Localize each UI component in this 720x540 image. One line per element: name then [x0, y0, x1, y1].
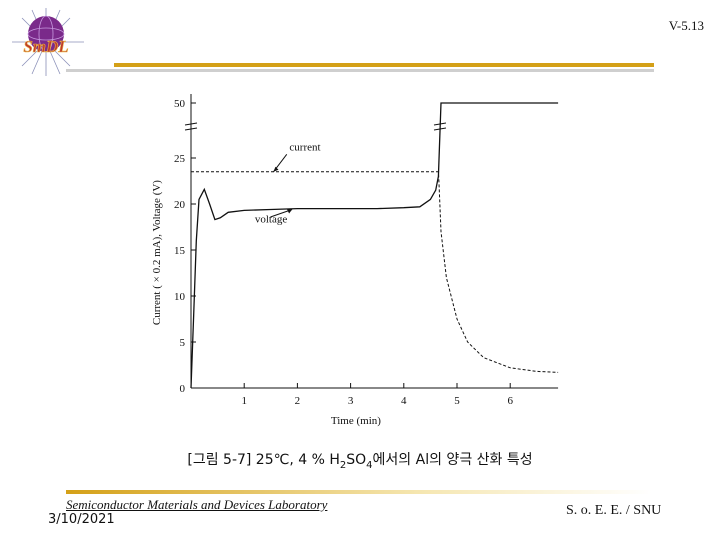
- school-name: S. o. E. E. / SNU: [566, 503, 662, 518]
- y-tick-label: 25: [174, 153, 186, 165]
- series-break-mark: [433, 122, 447, 126]
- header-rule-gold: [114, 63, 654, 67]
- x-axis-label: Time (min): [331, 415, 381, 427]
- x-tick-label: 6: [507, 395, 513, 407]
- y-tick-label: 20: [174, 199, 186, 211]
- y-tick-label: 5: [180, 337, 186, 349]
- annotation-current-arrowhead: [273, 166, 279, 172]
- y-axis-break-mark: [184, 127, 198, 131]
- anodization-chart: 0 5 10 15 20 25 50 1 2 3 4 5 6 Time (min) Current ( × …: [151, 94, 559, 427]
- y-tick-label: 50: [174, 98, 186, 110]
- lab-logo: SmDL: [12, 8, 84, 76]
- lab-name: Semiconductor Materials and Devices Labo…: [66, 497, 328, 512]
- figure-caption: [그림 5-7] 25℃, 4 % H2SO4에서의 Al의 양극 산화 특성: [0, 449, 720, 471]
- annotation-voltage-arrowhead: [287, 209, 293, 214]
- header-rule-grey: [66, 69, 654, 72]
- x-tick-label: 3: [348, 395, 354, 407]
- caption-sub-2: 4: [366, 459, 373, 471]
- caption-prefix: [그림 5-7] 25℃, 4 % H: [187, 452, 340, 468]
- x-tick-label: 2: [295, 395, 301, 407]
- x-tick-label: 1: [241, 395, 247, 407]
- page-number: V-5.13: [668, 18, 704, 33]
- caption-sub-1: 2: [339, 459, 347, 471]
- y-tick-label: 10: [174, 291, 186, 303]
- footer-rule: [66, 490, 652, 494]
- slide-date: 3/10/2021: [48, 512, 115, 527]
- series-voltage-line: [190, 102, 559, 389]
- y-tick-label: 15: [174, 245, 186, 257]
- annotation-current: current: [289, 142, 320, 154]
- y-tick-label: 0: [180, 383, 186, 395]
- caption-mid: SO: [346, 452, 367, 468]
- logo-globe-icon: [28, 16, 64, 52]
- series-current-line: [191, 171, 559, 373]
- x-tick-label: 4: [401, 395, 407, 407]
- x-tick-label: 5: [454, 395, 460, 407]
- caption-suffix: 에서의 Al의 양극 산화 특성: [372, 452, 533, 468]
- annotation-voltage: voltage: [255, 213, 287, 225]
- logo-text: SmDL: [23, 37, 68, 56]
- series-break-mark: [433, 127, 447, 131]
- y-axis-break-mark: [184, 122, 198, 126]
- y-axis-label: Current ( × 0.2 mA), Voltage (V): [151, 180, 163, 325]
